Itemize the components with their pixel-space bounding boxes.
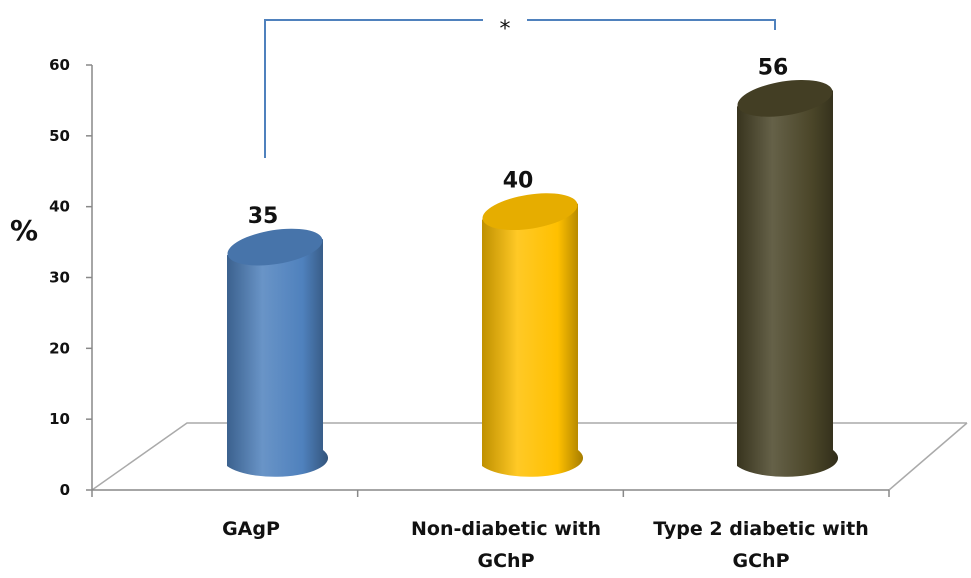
category-label: Non-diabetic with bbox=[411, 518, 601, 540]
value-label: 56 bbox=[758, 55, 789, 80]
value-label: 35 bbox=[248, 204, 279, 229]
category-label: GChP bbox=[733, 550, 790, 572]
significance-label: * bbox=[500, 17, 511, 42]
bar-top bbox=[482, 193, 578, 231]
bracket-left bbox=[264, 19, 483, 158]
category-label: GChP bbox=[478, 550, 535, 572]
bar-body bbox=[482, 203, 584, 477]
bar-top bbox=[227, 228, 323, 266]
y-tick-label: 50 bbox=[49, 127, 70, 145]
y-tick-label: 30 bbox=[49, 269, 70, 287]
value-label: 40 bbox=[503, 169, 534, 194]
bar-body bbox=[227, 239, 329, 477]
significance-bracket: * bbox=[264, 17, 776, 158]
floor-right-edge bbox=[888, 422, 968, 491]
y-tick-label: 60 bbox=[49, 56, 70, 74]
bar-1 bbox=[482, 193, 584, 477]
bar-body bbox=[737, 90, 839, 477]
category-label: Type 2 diabetic with bbox=[653, 518, 869, 540]
bar-2 bbox=[737, 79, 839, 477]
bar-top bbox=[737, 79, 833, 117]
y-tick-label: 0 bbox=[60, 481, 70, 499]
y-tick-label: 10 bbox=[49, 410, 70, 428]
bar-0 bbox=[227, 228, 329, 477]
y-tick-label: 40 bbox=[49, 198, 70, 216]
y-axis-label: % bbox=[10, 214, 38, 247]
y-tick-label: 20 bbox=[49, 339, 70, 357]
category-label: GAgP bbox=[222, 518, 280, 540]
bracket-right bbox=[527, 19, 776, 30]
floor-back-edge bbox=[91, 422, 967, 491]
